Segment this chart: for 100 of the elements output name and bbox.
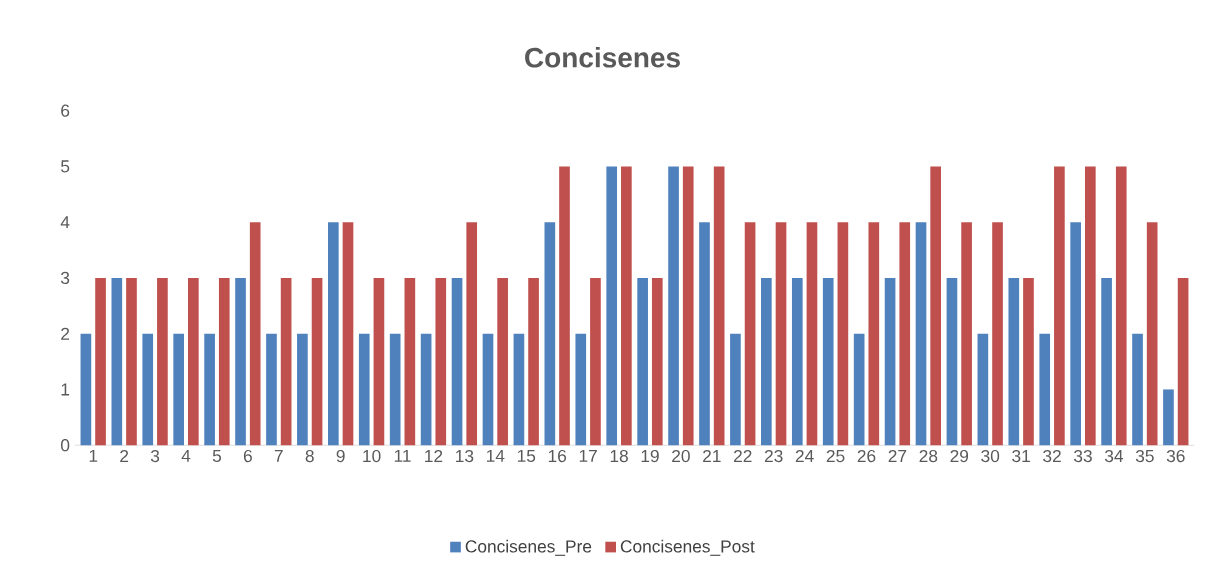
- x-tick-label: 5: [212, 449, 222, 463]
- bar: [80, 333, 92, 446]
- bar: [435, 278, 447, 446]
- x-tick-label: 30: [981, 449, 1000, 463]
- bar: [961, 222, 972, 446]
- bar: [420, 333, 432, 446]
- bar: [328, 222, 339, 446]
- bar: [297, 333, 308, 446]
- bar: [266, 333, 277, 446]
- bar: [1039, 333, 1051, 446]
- bar: [544, 222, 556, 446]
- x-tick-label: 29: [950, 449, 969, 463]
- bar: [173, 333, 184, 446]
- x-tick-label: 9: [336, 449, 345, 463]
- bar: [1132, 333, 1143, 446]
- x-tick-label: 6: [243, 449, 252, 463]
- bar: [699, 222, 710, 446]
- bar: [1163, 389, 1174, 446]
- x-tick-label: 13: [456, 449, 474, 463]
- x-tick-label: 18: [610, 449, 628, 463]
- bar: [992, 222, 1003, 446]
- bar: [111, 278, 123, 446]
- x-tick-label: 26: [857, 449, 876, 463]
- x-tick-label: 33: [1074, 449, 1092, 463]
- bar: [651, 278, 663, 446]
- x-tick-label: 20: [672, 449, 690, 463]
- x-tick-label: 4: [181, 449, 191, 462]
- bar: [775, 222, 787, 446]
- y-tick-label: 2: [61, 327, 70, 340]
- legend-label: Concisenes_Pre: [465, 539, 592, 556]
- bar: [358, 333, 370, 446]
- x-tick-label: 19: [641, 449, 659, 463]
- bar: [482, 333, 494, 446]
- x-tick-label: 35: [1135, 449, 1154, 463]
- bar: [899, 222, 911, 446]
- bar: [1146, 222, 1158, 446]
- bar: [513, 333, 525, 446]
- bar: [606, 166, 618, 446]
- x-tick-label: 36: [1166, 449, 1185, 463]
- bar: [1023, 278, 1034, 446]
- bar: [559, 166, 570, 446]
- x-tick-label: 25: [826, 449, 845, 463]
- bar: [791, 278, 803, 446]
- bar: [806, 222, 818, 446]
- y-tick-label: 6: [61, 104, 70, 117]
- x-tick-label: 8: [305, 449, 314, 463]
- bar: [188, 278, 199, 446]
- bar: [404, 278, 416, 446]
- bar: [1101, 278, 1112, 446]
- bar: [342, 222, 354, 446]
- x-tick-label: 7: [274, 449, 283, 462]
- bar: [235, 278, 246, 446]
- x-tick-label: 15: [517, 449, 536, 463]
- bar: [1115, 166, 1127, 446]
- bar: [466, 222, 478, 446]
- bar: [1177, 278, 1189, 446]
- bar: [373, 278, 385, 446]
- bar: [884, 278, 896, 446]
- y-tick-label: 3: [60, 271, 70, 285]
- bar: [1054, 166, 1065, 446]
- bar: [744, 222, 756, 446]
- x-tick-label: 3: [150, 449, 160, 463]
- bar: [280, 278, 292, 446]
- bar: [822, 278, 834, 446]
- x-tick-label: 34: [1104, 449, 1124, 463]
- x-tick-label: 27: [888, 449, 907, 463]
- x-tick-label: 10: [363, 449, 381, 463]
- bar: [1008, 278, 1020, 446]
- bar: [204, 333, 215, 446]
- y-tick-label: 5: [61, 160, 70, 173]
- x-tick-label: 24: [795, 449, 814, 463]
- bar: [915, 222, 927, 446]
- x-tick-label: 28: [919, 449, 938, 463]
- legend-label: Concisenes_Post: [620, 539, 755, 556]
- bar: [95, 278, 106, 446]
- x-tick-label: 12: [425, 449, 443, 463]
- bar: [1084, 166, 1096, 446]
- bar: [157, 278, 168, 446]
- x-tick-label: 32: [1043, 449, 1061, 463]
- bar: [497, 278, 508, 446]
- bar: [249, 222, 261, 446]
- x-tick-label: 16: [548, 449, 567, 463]
- bar: [930, 166, 941, 446]
- x-tick-label: 23: [764, 449, 783, 463]
- bar: [1070, 222, 1081, 446]
- bar: [451, 278, 463, 446]
- bar: [977, 333, 989, 446]
- bar: [868, 222, 880, 446]
- bar: [713, 166, 725, 446]
- bar: [218, 278, 230, 446]
- bar: [142, 333, 154, 446]
- bar: [946, 278, 958, 446]
- bar: [637, 278, 648, 446]
- bar: [389, 333, 401, 446]
- y-tick-label: 4: [60, 216, 70, 229]
- bar: [575, 333, 587, 446]
- x-tick-label: 21: [703, 449, 721, 463]
- x-tick-label: 31: [1012, 449, 1030, 463]
- bar: [528, 278, 539, 446]
- x-tick-label: 11: [394, 449, 411, 462]
